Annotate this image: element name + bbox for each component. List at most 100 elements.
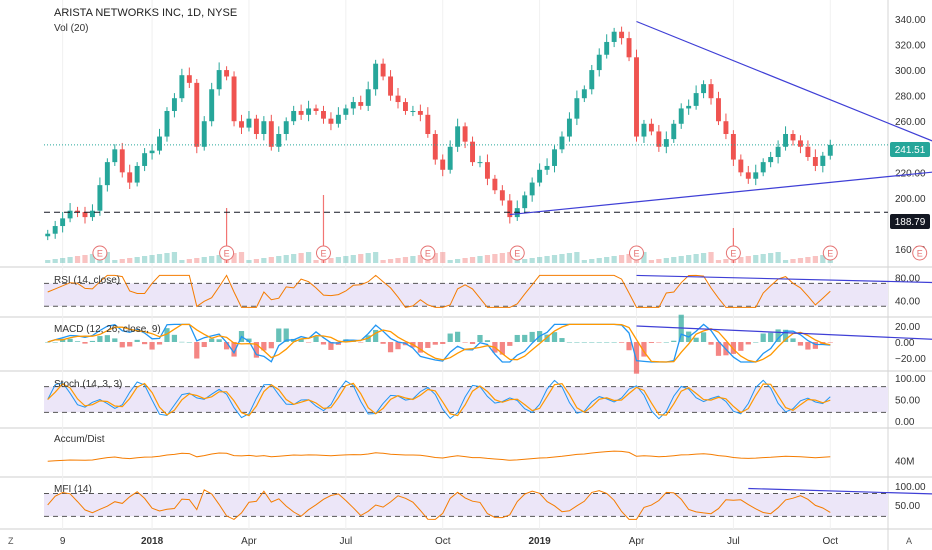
candle-body[interactable] [224, 70, 230, 77]
candle-body[interactable] [246, 118, 252, 128]
candle-body[interactable] [335, 114, 341, 124]
candle-body[interactable] [395, 95, 401, 103]
zoom-button[interactable]: Z [8, 536, 14, 546]
candle-body[interactable] [119, 149, 125, 173]
candle-body[interactable] [350, 102, 356, 109]
candle-body[interactable] [671, 123, 677, 140]
macd-trendline[interactable] [636, 325, 932, 342]
candle-body[interactable] [596, 54, 602, 71]
candle-body[interactable] [708, 84, 714, 99]
candle-body[interactable] [522, 195, 528, 209]
candle-body[interactable] [798, 140, 803, 147]
candle-body[interactable] [589, 70, 595, 90]
candle-body[interactable] [268, 121, 274, 147]
candle-body[interactable] [619, 31, 625, 39]
candle-body[interactable] [75, 210, 80, 212]
candle-body[interactable] [164, 110, 170, 137]
candle-body[interactable] [775, 146, 781, 158]
candle-body[interactable] [484, 162, 490, 179]
candle-body[interactable] [656, 131, 662, 147]
candle-body[interactable] [380, 63, 386, 77]
candle-body[interactable] [723, 121, 729, 134]
candle-body[interactable] [783, 134, 789, 147]
earnings-marker[interactable] [92, 245, 108, 261]
candle-body[interactable] [738, 159, 744, 173]
candle-body[interactable] [328, 118, 334, 124]
candle-body[interactable] [67, 210, 73, 219]
candle-body[interactable] [686, 105, 692, 109]
candle-body[interactable] [432, 134, 438, 160]
mfi-line[interactable] [47, 489, 831, 520]
stoch-line[interactable] [47, 379, 831, 420]
candle-body[interactable] [581, 89, 587, 99]
candle-body[interactable] [537, 169, 543, 183]
accum-dist-line[interactable] [47, 450, 831, 462]
candle-body[interactable] [127, 172, 133, 183]
candle-body[interactable] [358, 102, 364, 106]
candle-body[interactable] [231, 76, 237, 122]
candle-body[interactable] [373, 63, 379, 90]
candle-body[interactable] [768, 157, 774, 163]
candle-body[interactable] [239, 121, 244, 128]
candle-body[interactable] [552, 149, 557, 166]
candle-body[interactable] [626, 38, 632, 58]
candle-body[interactable] [283, 121, 289, 134]
candle-body[interactable] [403, 102, 408, 111]
candle-body[interactable] [559, 136, 565, 150]
candle-body[interactable] [343, 108, 349, 115]
candle-body[interactable] [186, 75, 192, 83]
candle-body[interactable] [604, 41, 610, 55]
rsi-pane[interactable]: 80.00 40.00 [44, 274, 932, 308]
candle-body[interactable] [306, 108, 312, 115]
candle-body[interactable] [179, 75, 185, 99]
candle-body[interactable] [827, 144, 833, 156]
signal-line[interactable] [47, 323, 831, 363]
rsi-trendline[interactable] [636, 274, 932, 284]
candle-body[interactable] [388, 76, 394, 96]
auto-scale-button[interactable]: A [906, 536, 912, 546]
candle-body[interactable] [812, 157, 818, 166]
stoch-signal-line[interactable] [47, 382, 831, 417]
candle-body[interactable] [253, 118, 259, 134]
lower-trendline[interactable] [509, 166, 932, 216]
candle-body[interactable] [492, 178, 498, 191]
candle-body[interactable] [701, 84, 707, 94]
mfi-trendline[interactable] [748, 487, 932, 495]
candle-body[interactable] [470, 141, 475, 163]
candle-body[interactable] [313, 108, 319, 111]
earnings-marker[interactable] [420, 245, 436, 261]
candle-body[interactable] [760, 162, 766, 173]
candle-body[interactable] [693, 93, 699, 106]
candle-body[interactable] [566, 118, 572, 137]
candle-body[interactable] [730, 134, 736, 160]
candle-body[interactable] [417, 110, 423, 115]
candle-body[interactable] [276, 134, 282, 147]
candle-body[interactable] [805, 146, 811, 158]
candle-body[interactable] [507, 200, 513, 218]
candle-body[interactable] [447, 146, 453, 170]
candle-body[interactable] [209, 89, 215, 122]
candle-body[interactable] [52, 226, 58, 234]
candle-body[interactable] [60, 218, 66, 227]
candle-body[interactable] [321, 110, 326, 119]
candle-body[interactable] [82, 211, 88, 218]
candle-body[interactable] [171, 98, 177, 111]
earnings-marker[interactable] [912, 245, 928, 261]
stoch-pane[interactable]: 100.00 50.00 0.00 [44, 374, 926, 428]
mfi-pane[interactable]: 100.00 50.00 [44, 482, 932, 520]
candle-body[interactable] [745, 172, 751, 179]
candle-body[interactable] [678, 108, 684, 124]
candle-body[interactable] [134, 165, 140, 183]
candle-body[interactable] [648, 123, 654, 132]
candle-body[interactable] [529, 182, 535, 196]
earnings-marker[interactable] [315, 245, 331, 261]
earnings-marker[interactable] [219, 245, 235, 261]
candle-body[interactable] [462, 126, 468, 142]
macd-pane[interactable]: 20.00 0.00 −20.00 [45, 314, 932, 374]
candle-body[interactable] [97, 185, 103, 211]
earnings-marker[interactable] [822, 245, 838, 261]
earnings-marker[interactable] [725, 245, 741, 261]
candle-body[interactable] [112, 149, 118, 163]
candle-body[interactable] [216, 70, 222, 90]
